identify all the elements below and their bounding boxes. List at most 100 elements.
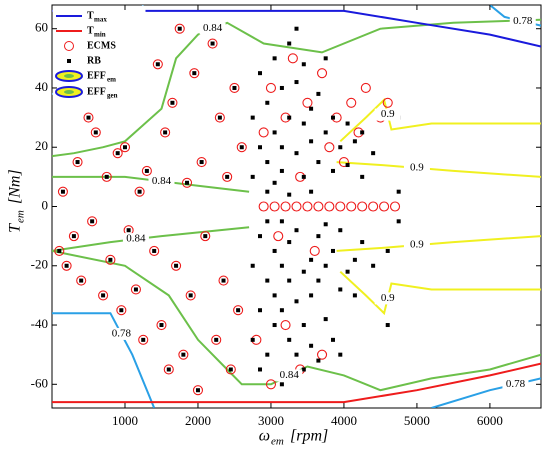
ecms-point — [141, 165, 152, 176]
rb-point — [371, 263, 376, 268]
contour-label-bg — [148, 175, 175, 188]
ecms-point — [130, 284, 141, 295]
rb-point — [258, 367, 263, 372]
contour-label: 0.84 — [152, 175, 172, 187]
ecms-point — [258, 201, 269, 212]
ecms-point — [163, 364, 174, 375]
ecms-point — [167, 97, 178, 108]
rb-point — [250, 263, 255, 268]
rb-point — [188, 293, 193, 298]
rb-point — [104, 174, 109, 179]
rb-point — [330, 337, 335, 342]
rb-point — [294, 151, 299, 156]
rb-point — [279, 382, 284, 387]
rb-point — [79, 278, 84, 283]
rb-point — [217, 115, 222, 120]
rb-point — [258, 145, 263, 150]
rb-point — [265, 100, 270, 105]
ecms-point — [178, 349, 189, 360]
ecms-point — [149, 245, 160, 256]
legend-subscript: min — [94, 31, 106, 39]
ecms-point — [61, 260, 72, 271]
ecms-point — [324, 201, 335, 212]
rb-point — [301, 367, 306, 372]
legend-label: ECMS — [87, 40, 116, 51]
ecms-point — [189, 68, 200, 79]
rb-point — [330, 115, 335, 120]
ecms-point — [76, 275, 87, 286]
y-tick-label: 60 — [35, 20, 48, 35]
rb-point — [309, 257, 314, 262]
rb-point — [214, 337, 219, 342]
y-tick-label: -40 — [31, 316, 48, 331]
rb-point — [323, 317, 328, 322]
rb-point — [287, 278, 292, 283]
ecms-point — [316, 349, 328, 360]
rb-point — [338, 228, 343, 233]
rb-point — [287, 192, 292, 197]
rb-point — [287, 337, 292, 342]
ecms-point — [357, 201, 368, 212]
rb-point — [385, 323, 390, 328]
rb-point — [345, 269, 350, 274]
rb-point — [126, 228, 131, 233]
contour-label: 0.78 — [112, 327, 132, 339]
rb-point — [309, 106, 314, 111]
rb-point — [316, 160, 321, 165]
rb-point — [360, 240, 365, 245]
x-tick-label: 5000 — [404, 413, 430, 428]
ecms-point — [87, 216, 98, 227]
ecms-point — [211, 334, 222, 345]
rb-point — [294, 26, 299, 31]
rb-point — [133, 287, 138, 292]
ecms-point — [101, 171, 112, 182]
x-tick-label: 4000 — [331, 413, 357, 428]
x-axis-symbol: ω — [259, 428, 270, 445]
rb-point — [287, 115, 292, 120]
rb-point — [279, 168, 284, 173]
ecms-point — [287, 53, 298, 64]
contour-label-bg — [276, 369, 303, 382]
ecms-point — [368, 201, 379, 212]
rb-point — [115, 151, 120, 156]
rb-point — [272, 130, 277, 135]
rb-point — [338, 352, 343, 357]
rb-point — [210, 41, 215, 46]
ecms-point — [273, 231, 284, 242]
x-tick-label: 6000 — [477, 413, 503, 428]
rb-point — [360, 130, 365, 135]
y-tick-label: 0 — [42, 197, 49, 212]
rb-point — [301, 62, 306, 67]
contour-label-bg — [374, 108, 401, 121]
ecms-point — [105, 254, 116, 265]
rb-point — [385, 248, 390, 253]
legend-label: T — [87, 10, 94, 21]
contour-label: 0.84 — [126, 233, 146, 245]
rb-point — [301, 323, 306, 328]
rb-point — [301, 121, 306, 126]
contour-label-bg — [122, 233, 149, 246]
ecms-point — [171, 260, 182, 271]
rb-point — [122, 145, 127, 150]
rb-point — [338, 145, 343, 150]
legend-label: RB — [87, 55, 101, 66]
contour-label: 0.84 — [280, 369, 300, 381]
ecms-point — [200, 231, 211, 242]
contour-label: 0.9 — [381, 108, 395, 120]
rb-point — [294, 80, 299, 85]
rb-point — [86, 115, 91, 120]
contour-label-bg — [374, 292, 401, 305]
contour-line — [52, 249, 541, 392]
ecms-point — [265, 379, 277, 390]
rb-point — [345, 121, 350, 126]
rb-point — [294, 299, 299, 304]
rb-point — [301, 269, 306, 274]
contour-label: 0.78 — [513, 15, 533, 27]
ecms-point — [225, 364, 236, 375]
rb-point — [203, 234, 208, 239]
rb-point — [309, 139, 314, 144]
ecms-point — [229, 82, 240, 94]
rb-point — [155, 62, 160, 67]
y-axis-subscript: em — [15, 210, 27, 223]
